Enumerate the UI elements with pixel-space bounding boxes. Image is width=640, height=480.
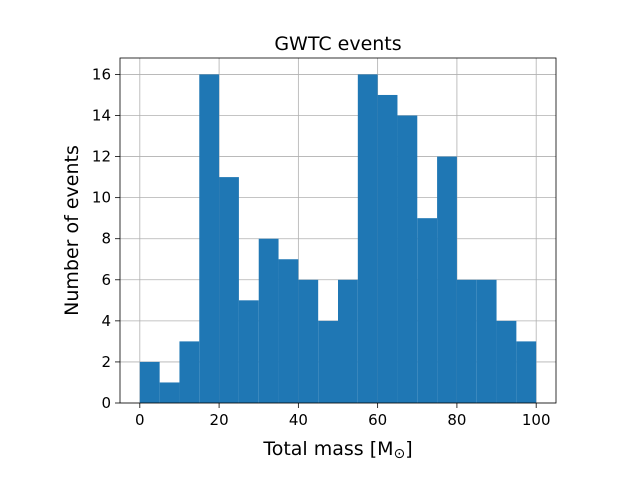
y-tick-label: 16 — [92, 65, 111, 83]
histogram-bar — [238, 300, 259, 403]
histogram-bar — [417, 218, 438, 403]
y-tick-label: 10 — [92, 189, 111, 207]
histogram-bar — [516, 341, 537, 403]
histogram-bar — [159, 382, 180, 403]
y-tick-label: 12 — [92, 148, 111, 166]
x-axis-label-text: Total mass [M — [262, 438, 393, 460]
chart-title: GWTC events — [274, 33, 401, 55]
y-tick-label: 0 — [101, 394, 111, 412]
x-axis-label-end: ] — [405, 438, 412, 460]
ticks: 0 20 40 60 80 100 0 2 4 6 8 10 12 14 16 — [92, 65, 551, 429]
y-tick-label: 6 — [101, 271, 111, 289]
histogram-bar — [476, 279, 497, 403]
histogram-bar — [357, 74, 378, 403]
x-axis-label: Total mass [M⊙] — [262, 438, 412, 462]
histogram-bar — [258, 238, 279, 403]
x-tick-label: 20 — [210, 411, 229, 429]
y-axis-label: Number of events — [61, 145, 83, 316]
histogram-bar — [377, 94, 398, 403]
bars — [139, 74, 537, 403]
y-tick-label: 8 — [101, 230, 111, 248]
y-tick-label: 2 — [101, 353, 111, 371]
histogram-bar — [219, 177, 239, 403]
histogram-bar — [437, 156, 457, 403]
histogram-bar — [496, 320, 517, 403]
x-tick-label: 80 — [447, 411, 466, 429]
y-tick-label: 4 — [101, 312, 111, 330]
histogram-bar — [139, 361, 160, 403]
x-axis-label-sun-symbol: ⊙ — [394, 446, 406, 462]
plot-frame — [119, 57, 557, 404]
histogram-bar — [298, 279, 319, 403]
histogram-bar — [199, 74, 220, 403]
histogram-bar — [397, 115, 418, 403]
histogram-bar — [338, 279, 358, 403]
histogram-bar — [278, 259, 299, 403]
y-tick-label: 14 — [92, 107, 111, 125]
histogram-bar — [318, 320, 338, 403]
x-tick-label: 0 — [135, 411, 145, 429]
histogram-bar — [179, 341, 200, 403]
x-tick-label: 100 — [522, 411, 551, 429]
x-tick-label: 40 — [289, 411, 308, 429]
histogram-bar — [456, 279, 477, 403]
x-tick-label: 60 — [368, 411, 387, 429]
